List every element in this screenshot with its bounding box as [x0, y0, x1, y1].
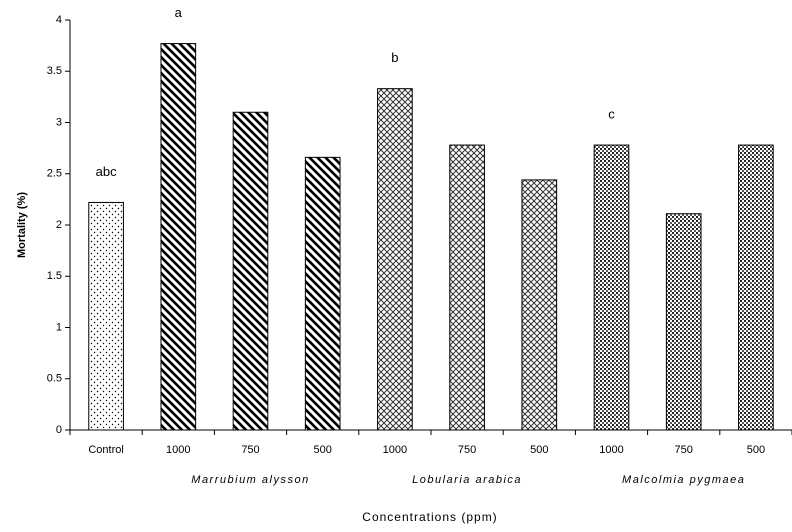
annotation: a — [175, 5, 183, 20]
bar — [738, 144, 774, 431]
y-tick-label: 3.5 — [47, 65, 62, 77]
bar — [521, 179, 558, 431]
y-tick-label: 1 — [56, 321, 62, 333]
y-tick-label: 0.5 — [47, 373, 62, 385]
annotation: b — [391, 50, 398, 65]
x-tick-label: 750 — [675, 444, 693, 456]
bar — [449, 144, 485, 431]
x-tick-label: 500 — [747, 444, 765, 456]
x-tick-label: 1000 — [383, 444, 407, 456]
x-axis-label: Concentrations (ppm) — [362, 510, 497, 524]
x-tick-label: 500 — [314, 444, 332, 456]
y-tick-label: 0 — [56, 424, 62, 436]
x-tick-label: 500 — [530, 444, 548, 456]
x-tick-label: Control — [88, 444, 123, 456]
bar — [665, 213, 702, 431]
y-tick-label: 4 — [56, 14, 62, 26]
x-tick-label: 1000 — [599, 444, 623, 456]
bar — [232, 111, 269, 431]
bar — [88, 201, 124, 431]
bar — [160, 43, 197, 431]
y-tick-label: 3 — [56, 116, 62, 128]
annotation: c — [608, 106, 615, 121]
group-label: Marrubium alysson — [191, 474, 309, 486]
x-tick-label: 750 — [458, 444, 476, 456]
y-tick-label: 2 — [56, 219, 62, 231]
group-label: Malcolmia pygmaea — [622, 474, 745, 486]
bar — [377, 88, 413, 431]
bar — [593, 144, 630, 431]
y-axis-label: Mortality (%) — [16, 192, 28, 258]
x-tick-label: 750 — [241, 444, 259, 456]
x-tick-label: 1000 — [166, 444, 190, 456]
group-label: Lobularia arabica — [412, 474, 522, 486]
annotation: abc — [96, 164, 117, 179]
y-tick-label: 2.5 — [47, 168, 62, 180]
y-tick-label: 1.5 — [47, 270, 62, 282]
bar — [304, 156, 341, 431]
